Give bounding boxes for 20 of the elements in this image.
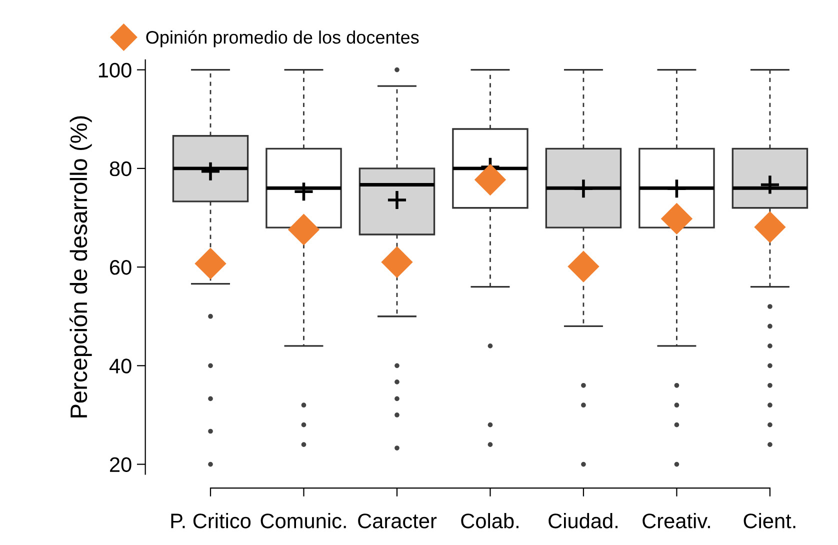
point [288, 214, 320, 246]
point [660, 202, 693, 235]
x-tick-label: Cient. [744, 513, 796, 528]
y-tick-label: 60 [110, 260, 132, 275]
y-tick-label: 100 [98, 62, 132, 78]
y-tick-label: 80 [110, 161, 132, 176]
y-tick-label: 20 [110, 457, 132, 472]
legend-label: Opinión promedio de los docentes [146, 30, 419, 48]
x-tick-label: Comunic. [260, 513, 346, 528]
y-tick-label: 40 [109, 358, 132, 374]
x-tick-label: Caracter [358, 514, 437, 528]
x-tick-label: Creativ. [642, 513, 710, 528]
x-tick-label: P. Critico [171, 513, 251, 528]
point [194, 248, 226, 280]
point [754, 211, 786, 243]
point [381, 246, 413, 278]
point [568, 250, 600, 282]
x-tick-label: Colab. [461, 513, 518, 528]
y-axis-title: Percepción de desarrollo (%) [70, 116, 92, 418]
x-tick-label: Ciudad. [548, 513, 618, 528]
